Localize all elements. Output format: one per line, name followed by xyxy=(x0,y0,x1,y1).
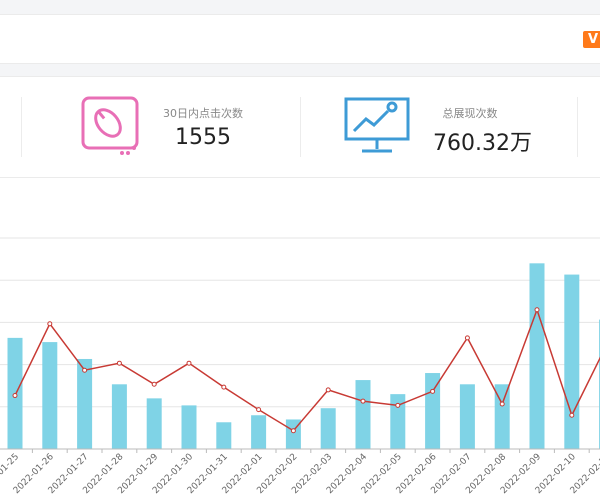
line-point xyxy=(186,360,192,366)
stats-panel: 30日内点击次数 1555 总展现次数 760.32万 xyxy=(0,76,600,178)
stat-clicks-value: 1555 xyxy=(175,125,231,150)
bar xyxy=(529,263,545,449)
bar xyxy=(355,380,371,449)
bar xyxy=(390,394,406,449)
bar xyxy=(146,398,162,449)
line-point xyxy=(82,367,88,373)
bar xyxy=(494,384,510,449)
line-point xyxy=(430,388,436,394)
stat-divider xyxy=(21,97,22,157)
bar xyxy=(320,408,336,449)
bar xyxy=(251,415,267,449)
chart-panel: 2022-01-25 2022-01-26 2022-01-27 2022-01-28… xyxy=(0,178,600,500)
stat-impressions-label: 总展现次数 xyxy=(442,107,498,120)
trend-chart: 2022-01-252022-01-262022-01-272022-01-28… xyxy=(0,237,600,496)
monitor-chart-icon xyxy=(344,97,410,153)
line-point xyxy=(151,381,157,387)
bar xyxy=(181,405,197,449)
line-point xyxy=(290,428,296,434)
stat-clicks-label: 30日内点击次数 xyxy=(163,107,243,120)
stat-divider xyxy=(300,97,301,157)
line-point xyxy=(256,407,262,413)
top-bar: V xyxy=(0,14,600,64)
line-point xyxy=(221,384,227,390)
line-point xyxy=(534,307,540,313)
line-point xyxy=(47,321,53,327)
stat-impressions-value: 760.32万 xyxy=(433,131,532,156)
vip-badge[interactable]: V xyxy=(583,31,600,48)
bar xyxy=(459,384,475,449)
line-point xyxy=(395,402,401,408)
bar xyxy=(77,358,93,449)
bar xyxy=(564,274,580,449)
line-point xyxy=(464,335,470,341)
bar xyxy=(216,422,232,449)
line-point xyxy=(12,393,18,399)
line-point xyxy=(360,398,366,404)
bar xyxy=(425,373,441,449)
line-series xyxy=(14,307,600,432)
line-point xyxy=(499,401,505,407)
line-point xyxy=(325,387,331,393)
line-point xyxy=(569,412,575,418)
bar xyxy=(42,342,58,449)
mouse-icon xyxy=(81,96,139,155)
stat-divider xyxy=(577,97,578,157)
bar xyxy=(111,384,127,449)
line-point xyxy=(116,360,122,366)
